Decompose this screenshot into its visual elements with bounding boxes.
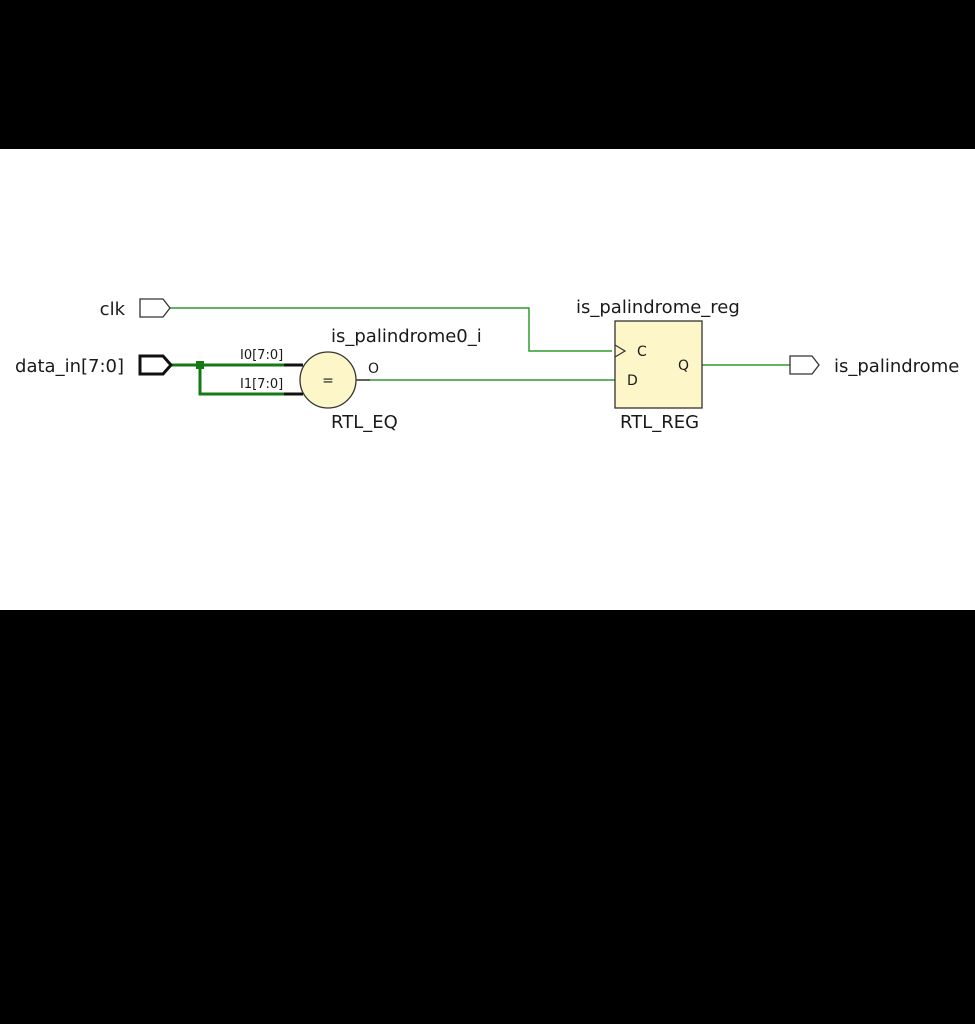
is-palindrome-port[interactable]: is_palindrome <box>789 355 959 377</box>
i1-pin-label: I1[7:0] <box>240 377 283 392</box>
i0-pin-label: I0[7:0] <box>240 348 283 363</box>
reg-cell-type: RTL_REG <box>620 412 699 433</box>
data-in-port-label: data_in[7:0] <box>15 356 124 377</box>
is-palindrome-port-icon <box>789 355 820 375</box>
eq-symbol: = <box>322 373 334 389</box>
schematic-diagram: clk data_in[7:0] is_palindrome0_i = I0[7… <box>15 297 959 433</box>
reg-pin-q-label: Q <box>678 358 689 374</box>
data-in-port-icon <box>138 354 174 376</box>
eq-instance-name: is_palindrome0_i <box>331 326 482 347</box>
clk-port[interactable]: clk <box>100 298 171 320</box>
eq-comparator-body <box>299 351 357 409</box>
clock-edge-icon <box>614 344 627 358</box>
reg-pin-c-label: C <box>637 344 647 360</box>
reg-body <box>614 320 703 409</box>
clk-net[interactable] <box>170 307 612 352</box>
data-in-port[interactable]: data_in[7:0] <box>15 354 174 377</box>
eq-cell-type: RTL_EQ <box>331 412 398 433</box>
o-pin-label: O <box>368 361 379 377</box>
clk-port-icon <box>139 298 171 318</box>
reg-pin-d-label: D <box>627 373 638 389</box>
rtl-eq-cell[interactable]: is_palindrome0_i = I0[7:0] I1[7:0] O RTL… <box>240 326 482 433</box>
schematic-canvas[interactable]: clk data_in[7:0] is_palindrome0_i = I0[7… <box>0 149 975 610</box>
clk-port-label: clk <box>100 299 126 320</box>
bus-junction-dot <box>196 361 204 369</box>
rtl-reg-cell[interactable]: is_palindrome_reg C D Q RTL_REG <box>576 297 740 433</box>
is-palindrome-port-label: is_palindrome <box>834 356 959 377</box>
reg-instance-name: is_palindrome_reg <box>576 297 740 318</box>
data-in-bus-to-i1[interactable] <box>198 365 298 396</box>
